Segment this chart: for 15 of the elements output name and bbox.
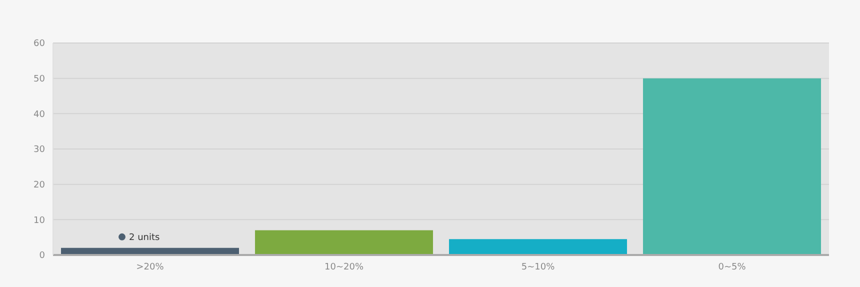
- data-label: 2 units: [129, 232, 160, 243]
- bar: [449, 239, 627, 255]
- y-tick-label: 0: [39, 251, 46, 262]
- bar: [255, 230, 433, 255]
- y-tick-label: 20: [34, 180, 46, 191]
- x-tick-label: 5~10%: [521, 262, 556, 272]
- x-tick-label: 10~20%: [324, 262, 364, 272]
- y-tick-label: 30: [34, 145, 46, 156]
- x-tick-label: 0~5%: [718, 262, 746, 272]
- bar: [643, 78, 821, 255]
- y-tick-label: 60: [34, 39, 46, 50]
- y-tick-label: 10: [34, 216, 46, 226]
- x-tick-label: >20%: [136, 262, 164, 272]
- y-tick-label: 40: [34, 110, 46, 120]
- y-tick-label: 50: [34, 74, 46, 85]
